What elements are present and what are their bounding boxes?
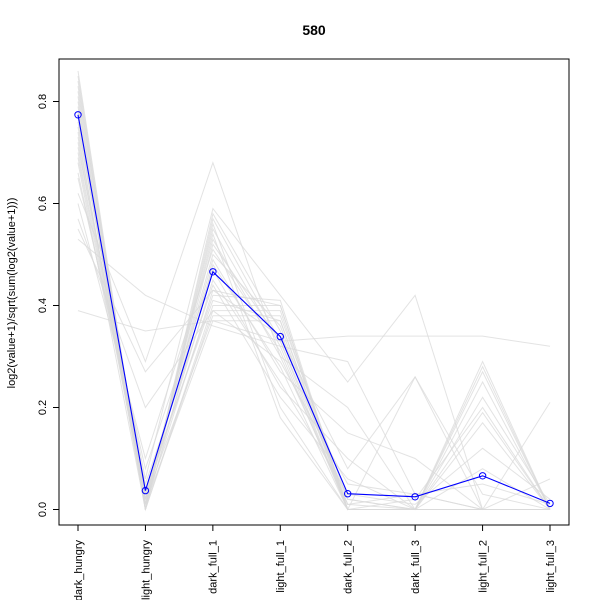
- x-tick-label: dark_full_3: [410, 540, 422, 594]
- x-tick-label: light_full_2: [477, 540, 489, 593]
- highlight-point: [74, 111, 82, 119]
- highlight-point: [276, 332, 284, 341]
- background-series-group: [77, 70, 551, 512]
- background-series-line: [77, 116, 551, 505]
- highlight-point: [478, 472, 487, 480]
- background-series-line: [77, 142, 550, 510]
- highlight-series-line: [77, 114, 551, 504]
- highlight-point: [141, 486, 150, 495]
- background-series-line: [77, 137, 550, 510]
- x-tick-label: dark_full_1: [208, 540, 220, 594]
- background-series-line: [77, 238, 551, 511]
- background-series-line: [77, 147, 550, 510]
- background-series-line: [77, 111, 551, 510]
- y-tick-label: 0.6: [37, 196, 49, 211]
- background-series-line: [77, 177, 550, 510]
- plot-frame: [58, 58, 570, 526]
- x-tick-label: light_hungry: [140, 540, 152, 600]
- background-series-line: [77, 310, 551, 347]
- background-series-line: [77, 132, 550, 510]
- highlight-point: [411, 493, 419, 501]
- y-axis: 0.0 0.2 0.4 0.6 0.8: [37, 94, 59, 517]
- y-tick-label: 0.2: [37, 400, 49, 415]
- background-series-line: [77, 81, 551, 510]
- x-tick-label: light_full_3: [545, 540, 557, 593]
- highlight-series-group: [74, 111, 554, 508]
- background-series-line: [77, 152, 550, 510]
- background-series-line: [77, 75, 551, 510]
- highlight-point: [209, 268, 217, 276]
- background-series-line: [77, 203, 550, 510]
- y-axis-label: log2(value+1)/sqrt(sum(log2(value+1))): [6, 198, 18, 389]
- background-series-line: [77, 161, 551, 511]
- background-series-line: [77, 70, 551, 511]
- chart-title: 580: [302, 22, 326, 38]
- y-tick-label: 0.8: [37, 94, 49, 109]
- y-tick-label: 0.4: [37, 298, 49, 313]
- background-series-line: [77, 157, 550, 510]
- x-tick-label: dark_hungry: [73, 540, 85, 600]
- background-series-line: [77, 86, 551, 510]
- highlight-point: [546, 499, 554, 508]
- x-axis: dark_hungry light_hungry dark_full_1 light_…: [73, 525, 557, 600]
- highlight-point: [344, 490, 352, 498]
- x-tick-label: light_full_1: [275, 540, 287, 593]
- y-tick-label: 0.0: [37, 502, 49, 517]
- x-tick-label: dark_full_2: [343, 540, 355, 594]
